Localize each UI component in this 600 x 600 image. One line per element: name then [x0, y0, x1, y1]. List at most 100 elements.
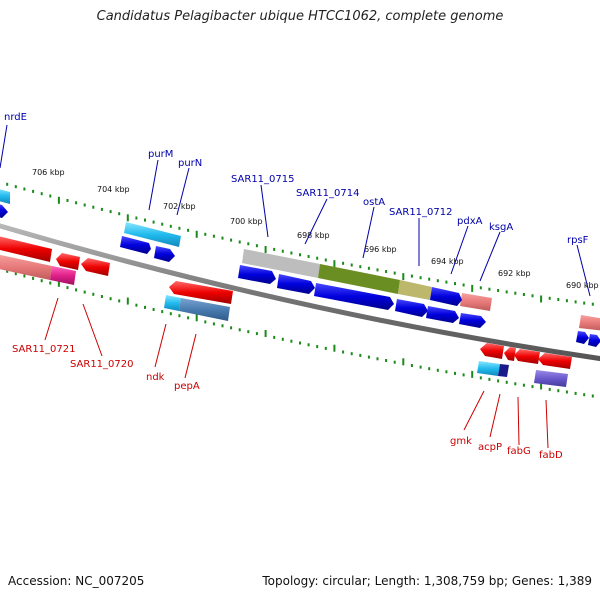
minor-tick — [290, 339, 293, 343]
minor-tick — [221, 236, 224, 240]
gene-arrow — [430, 287, 462, 306]
forward-gene-labels: nrdE purM purN SAR11_0715 SAR11_0714 ost… — [4, 112, 589, 246]
minor-tick — [23, 274, 26, 278]
gene-label-purN: purN — [178, 158, 202, 169]
minor-tick — [118, 212, 121, 216]
gene-label-rpsF: rpsF — [567, 235, 589, 246]
minor-tick — [454, 282, 456, 286]
tick-label: 704 kbp — [97, 185, 130, 194]
minor-tick — [557, 298, 560, 301]
minor-tick — [299, 253, 301, 257]
minor-tick — [255, 332, 258, 336]
minor-tick — [342, 350, 345, 354]
minor-tick — [238, 328, 241, 332]
gene-arrow — [81, 258, 110, 276]
minor-tick — [144, 218, 146, 222]
minor-tick — [178, 314, 181, 318]
minor-tick — [410, 274, 413, 278]
gene-label-fabG: fabG — [507, 446, 531, 457]
minor-tick — [557, 389, 560, 393]
minor-tick — [350, 352, 353, 356]
minor-tick — [522, 293, 525, 296]
minor-tick — [583, 301, 586, 305]
gene-arrow — [154, 246, 175, 262]
minor-tick — [454, 371, 456, 375]
gene-label-SAR11_0712: SAR11_0712 — [389, 207, 453, 218]
feature-track-reverse — [0, 254, 568, 387]
gene-label-ksgA: ksgA — [489, 222, 513, 233]
minor-tick — [462, 373, 465, 377]
gene-arrow — [395, 299, 428, 317]
reverse-gene-labels: SAR11_0721 SAR11_0720 ndk pepA gmk acpP … — [12, 344, 563, 461]
gene-label-gmk: gmk — [450, 436, 472, 447]
gene-label-purM: purM — [148, 149, 173, 160]
minor-tick — [109, 297, 112, 301]
minor-tick — [187, 228, 190, 232]
feature-cyan-gmk — [477, 361, 500, 376]
gene-arrow — [504, 347, 516, 361]
minor-tick — [281, 337, 284, 341]
minor-tick — [393, 271, 396, 275]
major-tick — [126, 297, 129, 305]
minor-tick — [238, 240, 241, 244]
tick-label: 700 kbp — [230, 217, 263, 226]
minor-tick — [350, 263, 353, 267]
gene-label-ostA: ostA — [363, 197, 385, 208]
feature-steel-pepA — [179, 298, 230, 321]
minor-tick — [419, 276, 422, 280]
gene-arrow — [169, 281, 233, 304]
forward-genes — [0, 204, 600, 347]
minor-tick — [324, 346, 327, 350]
gene-arrow — [0, 204, 8, 218]
feature-khaki-region — [398, 280, 432, 300]
major-tick — [471, 284, 474, 292]
minor-tick — [255, 244, 258, 248]
minor-tick — [410, 364, 413, 367]
gene-label-fabD: fabD — [539, 450, 563, 461]
minor-tick — [40, 279, 43, 283]
major-tick — [540, 295, 543, 303]
minor-tick — [436, 279, 439, 283]
gene-arrow — [538, 353, 572, 369]
minor-tick — [75, 201, 78, 205]
major-tick — [402, 358, 405, 366]
minor-tick — [100, 207, 103, 211]
minor-tick — [583, 393, 586, 397]
minor-tick — [23, 187, 26, 191]
minor-tick — [169, 224, 172, 228]
feature-cyan-ndk — [164, 295, 181, 311]
gene-arrow — [56, 253, 80, 270]
minor-tick — [204, 232, 207, 236]
minor-tick — [273, 247, 276, 251]
topology-text: Topology: circular; Length: 1,308,759 bp… — [262, 574, 592, 588]
minor-tick — [505, 380, 508, 384]
minor-tick — [144, 305, 146, 309]
tick-label: 692 kbp — [498, 269, 531, 278]
minor-tick — [574, 300, 577, 304]
gene-arrow — [576, 331, 589, 344]
minor-tick — [212, 322, 215, 326]
minor-tick — [14, 185, 17, 189]
outer-tick-track — [6, 182, 594, 306]
minor-tick — [428, 277, 431, 281]
minor-tick — [75, 288, 78, 292]
reverse-leader-lines — [44, 297, 549, 449]
major-tick — [333, 260, 336, 268]
minor-tick — [505, 290, 508, 294]
minor-tick — [376, 268, 379, 272]
gene-label-pepA: pepA — [174, 381, 200, 392]
minor-tick — [6, 269, 9, 273]
gene-arrow — [459, 313, 486, 328]
major-tick — [264, 246, 267, 253]
minor-tick — [531, 385, 534, 389]
minor-tick — [497, 379, 500, 383]
feature-salmon-ksgA — [460, 293, 492, 311]
major-tick — [57, 196, 60, 204]
minor-tick — [488, 287, 491, 291]
tick-label: 690 kbp — [566, 281, 599, 290]
minor-tick — [169, 312, 172, 316]
major-tick — [126, 214, 129, 222]
major-tick — [540, 382, 543, 390]
tick-label: 694 kbp — [431, 257, 464, 266]
gene-arrow — [588, 334, 600, 347]
